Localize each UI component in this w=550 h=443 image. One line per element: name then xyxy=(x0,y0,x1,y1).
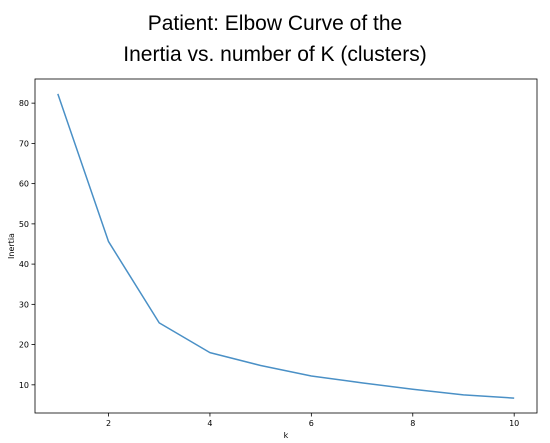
x-axis-ticks: 2 4 6 8 10 xyxy=(106,413,519,428)
x-tick-label: 4 xyxy=(207,419,212,428)
x-tick-label: 2 xyxy=(106,419,111,428)
y-tick-label: 70 xyxy=(19,139,29,148)
y-tick-label: 30 xyxy=(19,300,29,309)
x-tick-label: 10 xyxy=(509,419,519,428)
y-tick-label: 60 xyxy=(19,180,29,189)
y-tick-label: 10 xyxy=(19,381,29,390)
x-tick-label: 8 xyxy=(410,419,415,428)
y-axis-ticks: 10 20 30 40 50 60 70 80 xyxy=(19,99,35,390)
y-tick-label: 50 xyxy=(19,220,29,229)
chart-title: Patient: Elbow Curve of the Inertia vs. … xyxy=(0,8,550,70)
y-tick-label: 40 xyxy=(19,260,29,269)
series-layer xyxy=(57,93,515,399)
y-axis-label: Inertia xyxy=(7,233,16,259)
y-tick-label: 80 xyxy=(19,99,29,108)
chart-title-line-1: Patient: Elbow Curve of the xyxy=(147,12,403,35)
x-tick-label: 6 xyxy=(309,419,314,428)
inertia-series-line xyxy=(57,93,515,399)
y-tick-label: 20 xyxy=(19,341,29,350)
chart-title-line-2: Inertia vs. number of K (clusters) xyxy=(123,43,427,66)
plot-frame xyxy=(34,78,538,414)
x-axis-label: k xyxy=(284,431,289,440)
